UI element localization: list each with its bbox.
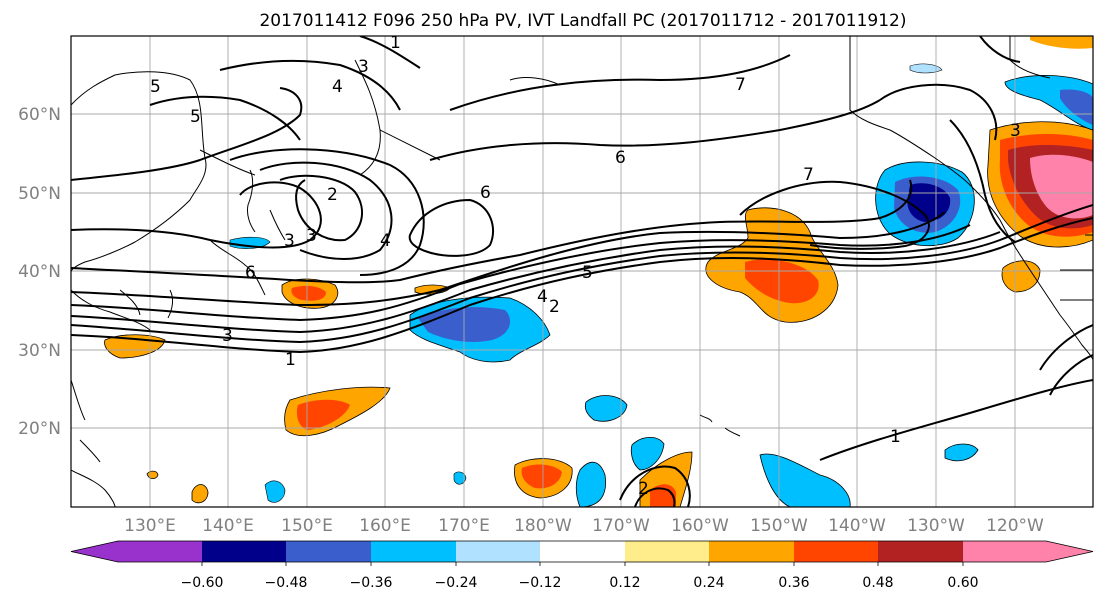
lon-label: 150°E — [281, 516, 333, 536]
coastlines — [71, 36, 1093, 507]
map-panel: 5 5 3 4 1 7 6 2 3 3 6 4 6 7 5 4 2 3 1 1 … — [71, 33, 1093, 507]
contour-label: 5 — [582, 263, 593, 283]
contour-label: 5 — [190, 107, 201, 127]
negative-anomaly-small-w — [264, 480, 286, 503]
contour-label: 2 — [638, 479, 649, 499]
pv-contours — [71, 36, 1093, 507]
contour-label: 4 — [537, 287, 548, 307]
colorbar-segment — [709, 541, 794, 562]
positive-anomaly-alaska-top — [1030, 36, 1093, 49]
contour-label: 1 — [390, 33, 401, 53]
colorbar-segment — [963, 541, 1093, 562]
colorbar-tick-label: 0.60 — [947, 575, 978, 591]
colorbar-tick-label: −0.24 — [435, 575, 478, 591]
contour-label: 1 — [890, 427, 901, 447]
colorbar-segment — [71, 541, 202, 562]
negative-anomaly-tropical-1 — [584, 395, 628, 422]
contour-label: 3 — [306, 226, 317, 246]
colorbar-segment — [625, 541, 709, 562]
colorbar-tick-label: 0.24 — [693, 575, 724, 591]
negative-anomaly-small-c — [453, 471, 467, 485]
contour-label: 7 — [803, 165, 814, 185]
colorbar-ticks: −0.60 −0.48 −0.36 −0.24 −0.12 0.12 0.24 … — [181, 575, 979, 591]
colorbar-tick-label: −0.48 — [265, 575, 308, 591]
negative-anomaly-alaska-coast — [1004, 75, 1093, 131]
lat-label: 40°N — [18, 262, 61, 282]
map-frame — [70, 35, 1094, 508]
lon-label: 140°W — [828, 516, 886, 536]
colorbar-segment — [286, 541, 371, 562]
contour-labels: 5 5 3 4 1 7 6 2 3 3 6 4 6 7 5 4 2 3 1 1 … — [150, 33, 1021, 499]
latitude-labels: 60°N 50°N 40°N 30°N 20°N — [18, 105, 61, 439]
contour-label: 6 — [615, 148, 626, 168]
longitude-labels: 130°E 140°E 150°E 160°E 170°E 180°W 170°… — [124, 516, 1044, 536]
positive-anomaly-tropical-west-core — [521, 464, 562, 489]
positive-anomaly-jet-exit-core — [745, 259, 819, 304]
colorbar-segment — [371, 541, 456, 562]
negative-anomaly-tropical-3 — [575, 461, 607, 507]
ivt-pc-shading — [104, 36, 1093, 507]
negative-anomaly-sw-ne-pacific — [759, 453, 851, 507]
colorbar-tick-label: −0.60 — [181, 575, 224, 591]
positive-anomaly-small-2 — [191, 484, 209, 504]
contour-label: 1 — [285, 350, 296, 370]
colorbar-tick-label: −0.36 — [350, 575, 393, 591]
colorbar-outline — [70, 540, 1094, 563]
lat-label: 60°N — [18, 105, 61, 125]
contour-label: 3 — [284, 231, 295, 251]
contour-label: 3 — [358, 57, 369, 77]
lon-label: 170°W — [592, 516, 650, 536]
colorbar-tick-label: −0.12 — [519, 575, 562, 591]
lat-label: 30°N — [18, 341, 61, 361]
contour-label: 4 — [380, 231, 391, 251]
colorbar-segment — [540, 541, 625, 562]
colorbar-segment — [202, 541, 286, 562]
lat-label: 20°N — [18, 419, 61, 439]
contour-label: 3 — [1010, 121, 1021, 141]
colorbar-segment — [456, 541, 540, 562]
negative-anomaly-small-n — [909, 63, 943, 74]
contour-label: 4 — [332, 77, 343, 97]
colorbar-segment — [878, 541, 963, 562]
colorbar-segment — [794, 541, 878, 562]
colorbar-tick-label: 0.48 — [862, 575, 893, 591]
lon-label: 160°E — [359, 516, 411, 536]
lat-label: 50°N — [18, 184, 61, 204]
lon-label: 170°E — [438, 516, 490, 536]
negative-anomaly-alaska-coast-core — [1060, 89, 1093, 125]
contour-label: 6 — [245, 263, 256, 283]
contour-label: 5 — [150, 77, 161, 97]
lon-label: 180°W — [514, 516, 572, 536]
positive-anomaly-near-japan-core — [291, 285, 326, 301]
contour-label: 3 — [222, 326, 233, 346]
contour-label: 2 — [327, 185, 338, 205]
colorbar — [70, 540, 1094, 566]
lon-label: 130°W — [907, 516, 965, 536]
positive-anomaly-western-us-max — [1030, 154, 1093, 219]
contour-label: 6 — [480, 183, 491, 203]
colorbar-tick-label: 0.12 — [609, 575, 640, 591]
colorbar-tick-label: 0.36 — [778, 575, 809, 591]
lon-label: 120°W — [986, 516, 1044, 536]
map-title: 2017011412 F096 250 hPa PV, IVT Landfall… — [259, 11, 906, 31]
lon-label: 150°W — [750, 516, 808, 536]
contour-label: 7 — [735, 75, 746, 95]
negative-anomaly-small-se — [944, 443, 979, 462]
positive-anomaly-subtropical-core — [296, 399, 350, 430]
lon-label: 130°E — [124, 516, 176, 536]
negative-anomaly-tropical-2 — [630, 436, 665, 471]
lon-label: 160°W — [671, 516, 729, 536]
lon-label: 140°E — [202, 516, 254, 536]
contour-label: 2 — [549, 297, 560, 317]
